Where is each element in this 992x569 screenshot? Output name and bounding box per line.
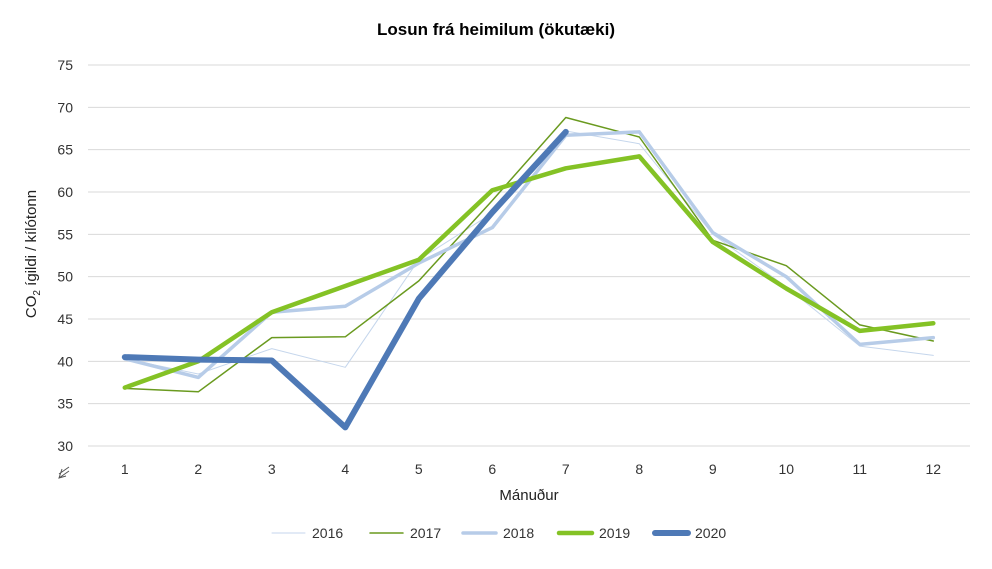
- y-axis-ticks: 30 35 40 45 50 55 60 65 70 75: [57, 57, 73, 454]
- y-axis-label-subscript: 2: [32, 290, 43, 296]
- legend-label: 2017: [410, 525, 441, 541]
- x-axis-ticks: 1 2 3 4 5 6 7 8 9 10 11 12: [121, 461, 941, 477]
- legend: 2016 2017 2018 2019 2020: [271, 525, 726, 541]
- y-tick-label: 35: [57, 396, 73, 412]
- x-tick-label: 11: [852, 461, 867, 477]
- x-tick-label: 10: [778, 461, 794, 477]
- axis-break-icon: [58, 466, 70, 479]
- legend-label: 2018: [503, 525, 534, 541]
- legend-label: 2016: [312, 525, 343, 541]
- x-tick-label: 4: [341, 461, 349, 477]
- y-tick-label: 70: [57, 99, 73, 115]
- x-tick-label: 2: [194, 461, 202, 477]
- x-tick-label: 7: [562, 461, 570, 477]
- legend-item-2018: 2018: [461, 525, 534, 541]
- series-line-2019: [122, 154, 936, 390]
- x-tick-label: 1: [121, 461, 129, 477]
- x-axis-label: Mánuður: [499, 487, 558, 504]
- x-tick-label: 5: [415, 461, 423, 477]
- x-tick-label: 12: [925, 461, 941, 477]
- y-axis-label-rest: ígildi / kílótonn: [23, 190, 40, 290]
- series-line-2017: [124, 116, 935, 393]
- y-tick-label: 45: [57, 311, 73, 327]
- chart-title: Losun frá heimilum (ökutæki): [377, 20, 615, 39]
- series-lines: [121, 116, 936, 431]
- y-tick-label: 50: [57, 269, 73, 285]
- y-tick-label: 55: [57, 226, 73, 242]
- x-tick-label: 6: [488, 461, 496, 477]
- gridlines: [88, 64, 970, 447]
- y-tick-label: 40: [57, 353, 73, 369]
- legend-label: 2019: [599, 525, 630, 541]
- legend-item-2016: 2016: [271, 525, 343, 541]
- y-tick-label: 30: [57, 438, 73, 454]
- y-tick-label: 75: [57, 57, 73, 73]
- y-axis-label: CO2 ígildi / kílótonn: [23, 190, 43, 318]
- y-tick-label: 60: [57, 184, 73, 200]
- legend-item-2020: 2020: [652, 525, 726, 541]
- x-tick-label: 9: [709, 461, 717, 477]
- y-tick-label: 65: [57, 142, 73, 158]
- series-line-2020: [121, 128, 569, 431]
- legend-item-2017: 2017: [369, 525, 441, 541]
- legend-label: 2020: [695, 525, 726, 541]
- legend-item-2019: 2019: [556, 525, 630, 541]
- series-line-2016: [124, 130, 934, 375]
- x-tick-label: 3: [268, 461, 276, 477]
- y-axis-label-main: CO: [23, 296, 40, 319]
- x-tick-label: 8: [635, 461, 643, 477]
